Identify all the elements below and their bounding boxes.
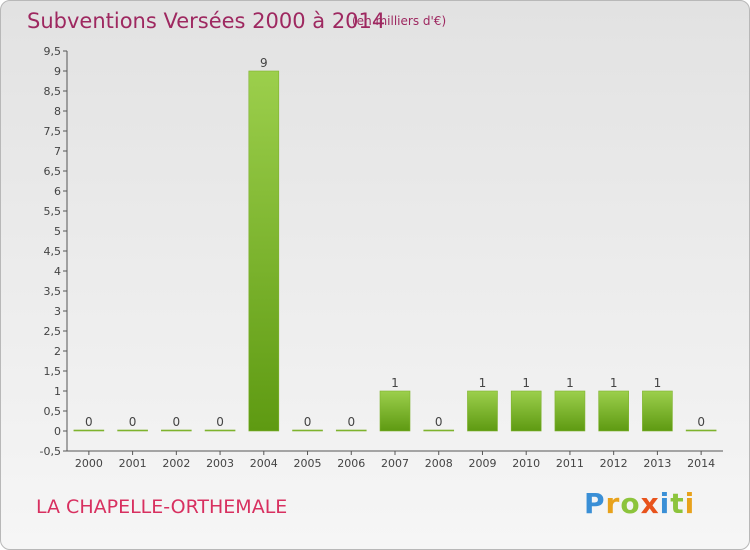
bar-2006: [335, 429, 367, 432]
proxiti-logo: Proxiti: [584, 487, 695, 520]
logo-letter: r: [605, 487, 621, 520]
x-tick-label: 2014: [687, 457, 715, 470]
y-tick-label: 1: [54, 385, 61, 398]
x-tick-label: 2000: [75, 457, 103, 470]
y-tick-label: 6,5: [44, 165, 62, 178]
y-tick-label: 0: [54, 425, 61, 438]
y-tick-label: 2: [54, 345, 61, 358]
y-tick-label: 0,5: [44, 405, 62, 418]
data-label-2007: 1: [391, 376, 399, 390]
x-tick-label: 2003: [206, 457, 234, 470]
y-tick-label: 4: [54, 265, 61, 278]
logo-letter: t: [670, 487, 685, 520]
x-tick-label: 2013: [643, 457, 671, 470]
x-tick-label: 2009: [468, 457, 496, 470]
data-label-2008: 0: [435, 415, 443, 429]
data-label-2014: 0: [697, 415, 705, 429]
bar-2010: [510, 390, 542, 432]
y-tick-label: 9,5: [44, 45, 62, 58]
y-tick-label: 5,5: [44, 205, 62, 218]
y-tick-label: 4,5: [44, 245, 62, 258]
data-label-2004: 9: [260, 56, 268, 70]
chart-subtitle: (en milliers d'€): [352, 14, 447, 28]
y-tick-label: 5: [54, 225, 61, 238]
x-tick-label: 2007: [381, 457, 409, 470]
x-tick-label: 2001: [119, 457, 147, 470]
data-label-2006: 0: [347, 415, 355, 429]
bar-2008: [423, 429, 455, 432]
bar-2005: [292, 429, 323, 432]
bar-2001: [117, 429, 148, 432]
data-label-2005: 0: [304, 415, 312, 429]
bar-2000: [73, 429, 105, 432]
y-tick-label: 3,5: [44, 285, 62, 298]
data-label-2012: 1: [610, 376, 618, 390]
bar-2004: [248, 70, 280, 432]
x-tick-label: 2008: [425, 457, 453, 470]
y-tick-label: 7: [54, 145, 61, 158]
x-tick-label: 2002: [162, 457, 190, 470]
data-label-2000: 0: [85, 415, 93, 429]
x-tick-label: 2010: [512, 457, 540, 470]
data-label-2010: 1: [522, 376, 530, 390]
y-tick-label: 8: [54, 105, 61, 118]
data-label-2001: 0: [129, 415, 137, 429]
bar-2009: [467, 390, 498, 432]
bar-2013: [642, 390, 673, 432]
bar-2002: [161, 429, 192, 432]
bar-2007: [379, 390, 411, 432]
y-tick-label: 3: [54, 305, 61, 318]
bar-2003: [204, 429, 236, 432]
data-label-2002: 0: [173, 415, 181, 429]
commune-name: LA CHAPELLE-ORTHEMALE: [36, 496, 288, 518]
y-tick-label: 8,5: [44, 85, 62, 98]
data-label-2013: 1: [654, 376, 662, 390]
y-tick-label: 1,5: [44, 365, 62, 378]
logo-letter: P: [584, 487, 606, 520]
chart-title: Subventions Versées 2000 à 2014: [27, 9, 386, 33]
data-label-2011: 1: [566, 376, 574, 390]
y-tick-label: 6: [54, 185, 61, 198]
bar-2011: [554, 390, 586, 432]
bar-2012: [598, 390, 629, 432]
x-tick-label: 2004: [250, 457, 278, 470]
logo-letter: x: [640, 487, 660, 520]
logo-letter: i: [659, 487, 671, 520]
x-tick-label: 2012: [600, 457, 628, 470]
y-tick-label: 2,5: [44, 325, 62, 338]
data-label-2009: 1: [479, 376, 487, 390]
y-tick-label: 7,5: [44, 125, 62, 138]
x-tick-label: 2005: [294, 457, 322, 470]
data-label-2003: 0: [216, 415, 224, 429]
x-tick-label: 2011: [556, 457, 584, 470]
y-tick-label: 9: [54, 65, 61, 78]
logo-letter: o: [620, 487, 641, 520]
y-tick-label: -0,5: [40, 445, 61, 458]
x-tick-label: 2006: [337, 457, 365, 470]
bar-2014: [685, 429, 717, 432]
logo-letter: i: [684, 487, 696, 520]
